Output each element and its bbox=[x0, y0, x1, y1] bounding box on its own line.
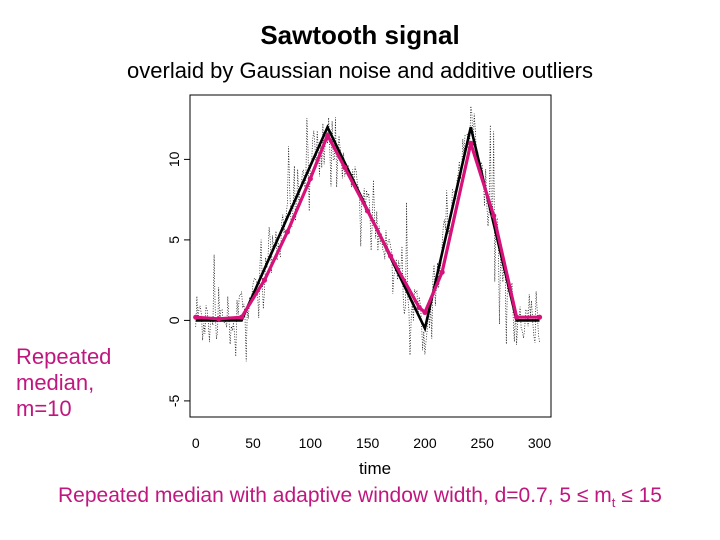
repeated-median-point bbox=[261, 277, 268, 283]
x-tick-label: 150 bbox=[356, 435, 380, 451]
y-tick-label: 0 bbox=[166, 316, 182, 324]
side-label-line-3: m=10 bbox=[16, 396, 72, 421]
caption-subscript: t bbox=[611, 495, 616, 511]
repeated-median-point bbox=[439, 269, 445, 275]
repeated-median-point bbox=[387, 253, 394, 259]
repeated-median-point bbox=[193, 314, 199, 320]
repeated-median-point bbox=[514, 314, 520, 320]
x-tick-label: 250 bbox=[471, 435, 495, 451]
side-label-line-2: median, bbox=[16, 370, 95, 395]
x-tick-label: 300 bbox=[528, 435, 552, 451]
side-label: Repeated median, m=10 bbox=[16, 344, 156, 422]
caption-end: 15 bbox=[632, 484, 662, 507]
noisy-signal-line bbox=[195, 106, 540, 362]
repeated-median-point bbox=[416, 304, 422, 311]
repeated-median-point bbox=[342, 164, 348, 171]
caption: Repeated median with adaptive window wid… bbox=[0, 484, 720, 510]
repeated-median-point bbox=[536, 314, 543, 320]
y-tick-label: 10 bbox=[166, 151, 182, 167]
repeated-median-point bbox=[422, 309, 428, 315]
repeated-median-point bbox=[284, 229, 291, 235]
x-tick-label: 200 bbox=[413, 435, 437, 451]
repeated-median-point bbox=[216, 316, 222, 322]
true-signal-line bbox=[195, 124, 540, 333]
plot-frame bbox=[189, 94, 552, 418]
leq-symbol-2: ≤ bbox=[621, 484, 633, 507]
caption-main: Repeated median with adaptive window wid… bbox=[58, 484, 577, 507]
chart-subtitle: overlaid by Gaussian noise and additive … bbox=[127, 58, 593, 83]
repeated-median-line bbox=[194, 133, 542, 321]
series-layer bbox=[193, 106, 543, 362]
chart-title: Sawtooth signal bbox=[260, 20, 460, 50]
repeated-median-point bbox=[307, 176, 313, 182]
repeated-median-point bbox=[238, 314, 245, 320]
y-tick-label: -5 bbox=[166, 394, 182, 407]
side-label-line-1: Repeated bbox=[16, 344, 112, 369]
caption-variable: m bbox=[594, 484, 612, 507]
x-tick-label: 50 bbox=[245, 435, 261, 451]
x-tick-label: 100 bbox=[299, 435, 323, 451]
y-axis: -5 0 5 10 bbox=[166, 151, 190, 407]
repeated-median-point bbox=[365, 208, 371, 214]
repeated-median-point bbox=[468, 140, 474, 146]
x-axis-label: time bbox=[359, 459, 391, 478]
repeated-median-point bbox=[324, 132, 331, 138]
y-tick-label: 5 bbox=[166, 236, 182, 244]
x-tick-label: 0 bbox=[192, 435, 200, 451]
repeated-median-point bbox=[491, 213, 497, 219]
x-axis: 0 50 100 150 200 250 300 bbox=[192, 435, 552, 451]
leq-symbol-1: ≤ bbox=[576, 484, 589, 507]
